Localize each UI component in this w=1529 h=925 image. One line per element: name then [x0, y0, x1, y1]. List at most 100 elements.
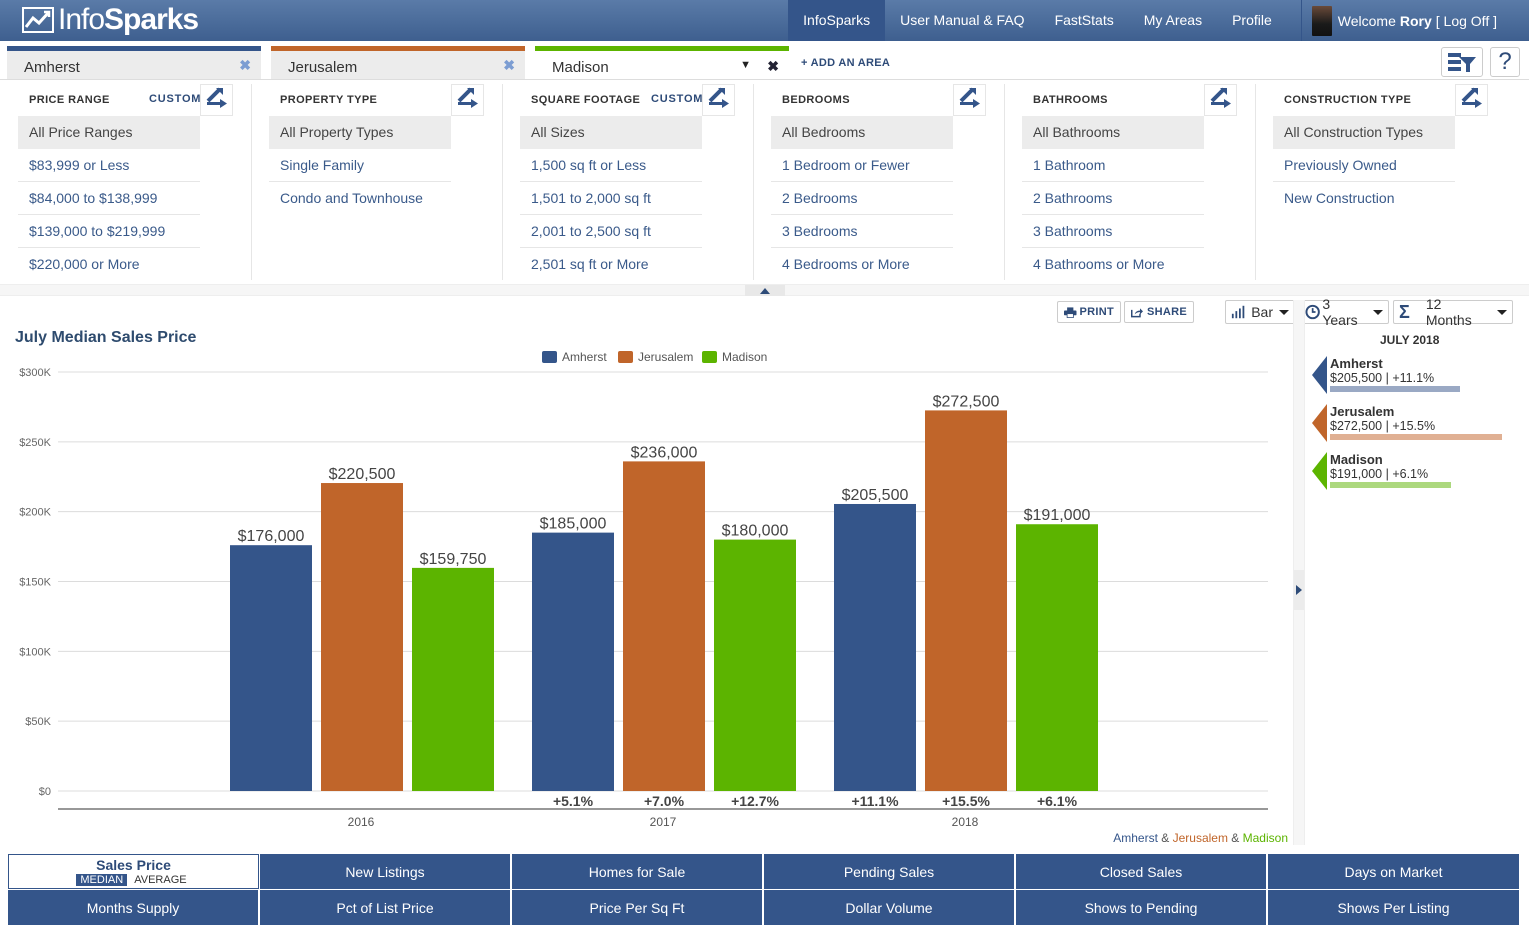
close-icon[interactable]: ✖ [767, 58, 779, 74]
filter-option[interactable]: All Property Types [269, 116, 451, 149]
filter-option[interactable]: Previously Owned [1273, 149, 1455, 182]
option-median[interactable]: MEDIAN [76, 874, 128, 886]
filter-option[interactable]: Condo and Townhouse [280, 190, 423, 206]
filter-option[interactable]: New Construction [1284, 190, 1395, 206]
print-button[interactable]: PRINT [1057, 301, 1121, 323]
metric-sales-price[interactable]: Sales Price MEDIAN AVERAGE [8, 854, 259, 889]
metric-pending-sales[interactable]: Pending Sales [764, 854, 1015, 889]
nav-infosparks[interactable]: InfoSparks [788, 0, 886, 41]
change-label: +11.1% [851, 793, 899, 809]
filter-option[interactable]: 3 Bedrooms [771, 215, 953, 248]
rolling-select[interactable]: Σ 12 Months [1393, 296, 1513, 328]
dropdown-arrow-icon[interactable]: ▼ [740, 59, 751, 71]
infosparks-logo[interactable]: Info Sparks [22, 3, 199, 37]
area-tab-label: Jerusalem [288, 59, 358, 76]
filter-heading: BEDROOMS [782, 94, 850, 106]
metric-months-supply[interactable]: Months Supply [8, 890, 259, 925]
period-select[interactable]: 3 Years [1299, 296, 1389, 328]
filter-option[interactable]: 2 Bedrooms [771, 182, 953, 215]
metric-shows-per-listing[interactable]: Shows Per Listing [1268, 890, 1519, 925]
metric-homes-for-sale[interactable]: Homes for Sale [512, 854, 763, 889]
avatar[interactable] [1311, 5, 1332, 36]
filter-settings-button[interactable] [1441, 47, 1483, 77]
clock-icon [1305, 304, 1320, 320]
filter-option[interactable]: 1 Bedroom or Fewer [771, 149, 953, 182]
filter-collapse-bar [0, 284, 1529, 296]
metric-price-per-sq-ft[interactable]: Price Per Sq Ft [512, 890, 763, 925]
filter-column-price-range: PRICE RANGE CUSTOM All Price Ranges $83,999… [0, 84, 252, 280]
expand-filter-button[interactable] [451, 84, 484, 116]
filter-option[interactable]: $83,999 or Less [18, 149, 200, 182]
summary-value[interactable]: $205,500 | +11.1% [1330, 371, 1435, 385]
custom-range-button[interactable]: CUSTOM [651, 93, 704, 105]
filter-option[interactable]: 2 Bathrooms [1022, 182, 1204, 215]
metric-shows-to-pending[interactable]: Shows to Pending [1016, 890, 1267, 925]
filter-option[interactable]: All Price Ranges [18, 116, 200, 149]
filter-option[interactable]: 2,501 sq ft or More [531, 256, 649, 272]
custom-range-button[interactable]: CUSTOM [149, 93, 202, 105]
filter-option[interactable]: 2,001 to 2,500 sq ft [520, 215, 702, 248]
filter-option[interactable]: Single Family [269, 149, 451, 182]
metric-new-listings[interactable]: New Listings [260, 854, 511, 889]
legend-label: Madison [722, 350, 767, 364]
expand-filter-button[interactable] [200, 84, 233, 116]
filter-option[interactable]: All Sizes [520, 116, 702, 149]
summary-item-amherst[interactable]: Amherst $205,500 | +11.1% [1312, 356, 1512, 402]
nav-user-manual[interactable]: User Manual & FAQ [900, 12, 1025, 28]
filter-option[interactable]: $84,000 to $138,999 [18, 182, 200, 215]
area-tab-jerusalem[interactable]: Jerusalem ✖ [271, 46, 525, 79]
expand-summary-button[interactable] [1294, 570, 1304, 610]
expand-filter-button[interactable] [1204, 84, 1237, 116]
area-tab-madison[interactable]: Madison ▼ ✖ [535, 46, 789, 80]
option-average[interactable]: AVERAGE [134, 874, 187, 886]
close-icon[interactable]: ✖ [503, 57, 515, 73]
metric-dollar-volume[interactable]: Dollar Volume [764, 890, 1015, 925]
filter-option[interactable]: 1 Bathroom [1022, 149, 1204, 182]
filter-option[interactable]: 4 Bathrooms or More [1033, 256, 1165, 272]
summary-item-madison[interactable]: Madison $191,000 | +6.1% [1312, 452, 1512, 498]
expand-filter-button[interactable] [702, 84, 735, 116]
nav-my-areas[interactable]: My Areas [1143, 12, 1203, 28]
expand-filter-button[interactable] [953, 84, 986, 116]
bar-chart: $0 $50K $100K $150K $200K $250K $300K Amherst Je… [19, 350, 1268, 829]
caret-down-icon [1497, 309, 1507, 315]
filter-option[interactable]: 4 Bedrooms or More [782, 256, 910, 272]
bar-madison-2016 [412, 567, 494, 791]
bar-value-label: $191,000 [1024, 507, 1091, 524]
help-button[interactable]: ? [1490, 47, 1520, 77]
chart-type-select[interactable]: Bar [1225, 300, 1295, 324]
y-tick-label: $200K [19, 507, 51, 519]
change-label: +6.1% [1037, 793, 1078, 809]
collapse-filters-button[interactable] [745, 285, 785, 296]
summary-item-jerusalem[interactable]: Jerusalem $272,500 | +15.5% [1312, 404, 1512, 450]
y-tick-label: $50K [25, 716, 51, 728]
expand-filter-button[interactable] [1455, 84, 1488, 116]
filter-option[interactable]: $139,000 to $219,999 [18, 215, 200, 248]
filter-option[interactable]: 1,501 to 2,000 sq ft [520, 182, 702, 215]
summary-value[interactable]: $272,500 | +15.5% [1330, 419, 1436, 433]
metric-pct-of-list-price[interactable]: Pct of List Price [260, 890, 511, 925]
filter-option[interactable]: All Construction Types [1273, 116, 1455, 149]
filter-heading: CONSTRUCTION TYPE [1284, 94, 1412, 106]
add-area-button[interactable]: + ADD AN AREA [801, 57, 891, 69]
summary-area-name: Jerusalem [1330, 404, 1395, 419]
close-icon[interactable]: ✖ [239, 57, 251, 73]
share-button[interactable]: SHARE [1124, 301, 1194, 323]
logoff-link[interactable]: [ Log Off ] [1435, 12, 1497, 29]
filter-option[interactable]: 3 Bathrooms [1022, 215, 1204, 248]
filter-option[interactable]: 1,500 sq ft or Less [520, 149, 702, 182]
summary-bar [1330, 482, 1451, 488]
area-tab-amherst[interactable]: Amherst ✖ [7, 46, 261, 79]
filter-option[interactable]: All Bathrooms [1022, 116, 1204, 149]
nav-profile[interactable]: Profile [1232, 12, 1272, 28]
metric-closed-sales[interactable]: Closed Sales [1016, 854, 1267, 889]
filter-option[interactable]: All Bedrooms [771, 116, 953, 149]
summary-value[interactable]: $191,000 | +6.1% [1330, 467, 1429, 481]
expand-arrow-icon [206, 87, 228, 114]
filter-column-construction-type: CONSTRUCTION TYPE All Construction Types P… [1255, 84, 1506, 280]
bar-madison-2018 [1016, 524, 1098, 791]
filter-option[interactable]: $220,000 or More [29, 256, 140, 272]
nav-faststats[interactable]: FastStats [1054, 12, 1114, 28]
legend-swatch [542, 351, 557, 363]
metric-days-on-market[interactable]: Days on Market [1268, 854, 1519, 889]
